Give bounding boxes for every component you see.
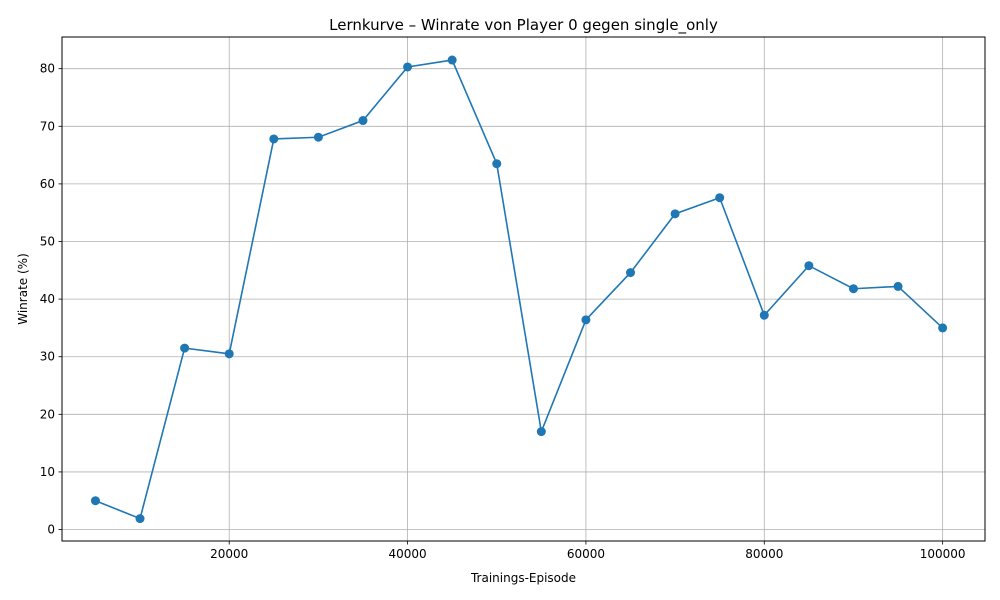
y-tick-label: 20 <box>40 407 55 421</box>
data-point <box>313 132 323 142</box>
data-point <box>938 323 948 333</box>
data-point <box>358 116 368 126</box>
y-tick-label: 80 <box>40 62 55 76</box>
data-point <box>893 281 903 291</box>
y-tick-label: 70 <box>40 119 55 133</box>
y-tick-label: 40 <box>40 292 55 306</box>
data-point <box>180 343 190 353</box>
data-point <box>804 261 814 271</box>
y-tick-label: 0 <box>47 523 55 537</box>
data-point <box>715 193 725 203</box>
plot-area <box>61 36 986 542</box>
x-tick-label: 60000 <box>567 547 605 561</box>
x-tick-label: 20000 <box>210 547 248 561</box>
data-point <box>848 284 858 294</box>
grid <box>62 37 985 541</box>
data-point <box>759 310 769 320</box>
y-axis-label: Winrate (%) <box>16 253 30 325</box>
series-layer <box>90 55 948 524</box>
chart-title: Lernkurve – Winrate von Player 0 gegen s… <box>329 16 718 35</box>
x-tick-label: 80000 <box>745 547 783 561</box>
data-point <box>492 159 502 169</box>
data-point <box>536 427 546 437</box>
y-tick-label: 30 <box>40 350 55 364</box>
x-tick-label: 40000 <box>388 547 426 561</box>
series-line <box>95 59 944 520</box>
data-point <box>403 62 413 72</box>
y-tick-label: 60 <box>40 177 55 191</box>
data-point <box>269 134 279 144</box>
data-point <box>670 209 680 219</box>
y-tick-label: 50 <box>40 235 55 249</box>
data-point <box>90 496 100 506</box>
x-tick-label: 100000 <box>920 547 966 561</box>
data-point <box>581 315 591 325</box>
data-point <box>626 268 636 278</box>
y-tick-label: 10 <box>40 465 55 479</box>
data-point <box>447 55 457 65</box>
axes: 20000 40000 60000 80000 100000 0 10 20 30 40 50 60 7… <box>40 62 966 561</box>
data-point <box>135 514 145 524</box>
data-point <box>224 349 234 359</box>
x-axis-label: Trainings-Episode <box>470 571 576 585</box>
